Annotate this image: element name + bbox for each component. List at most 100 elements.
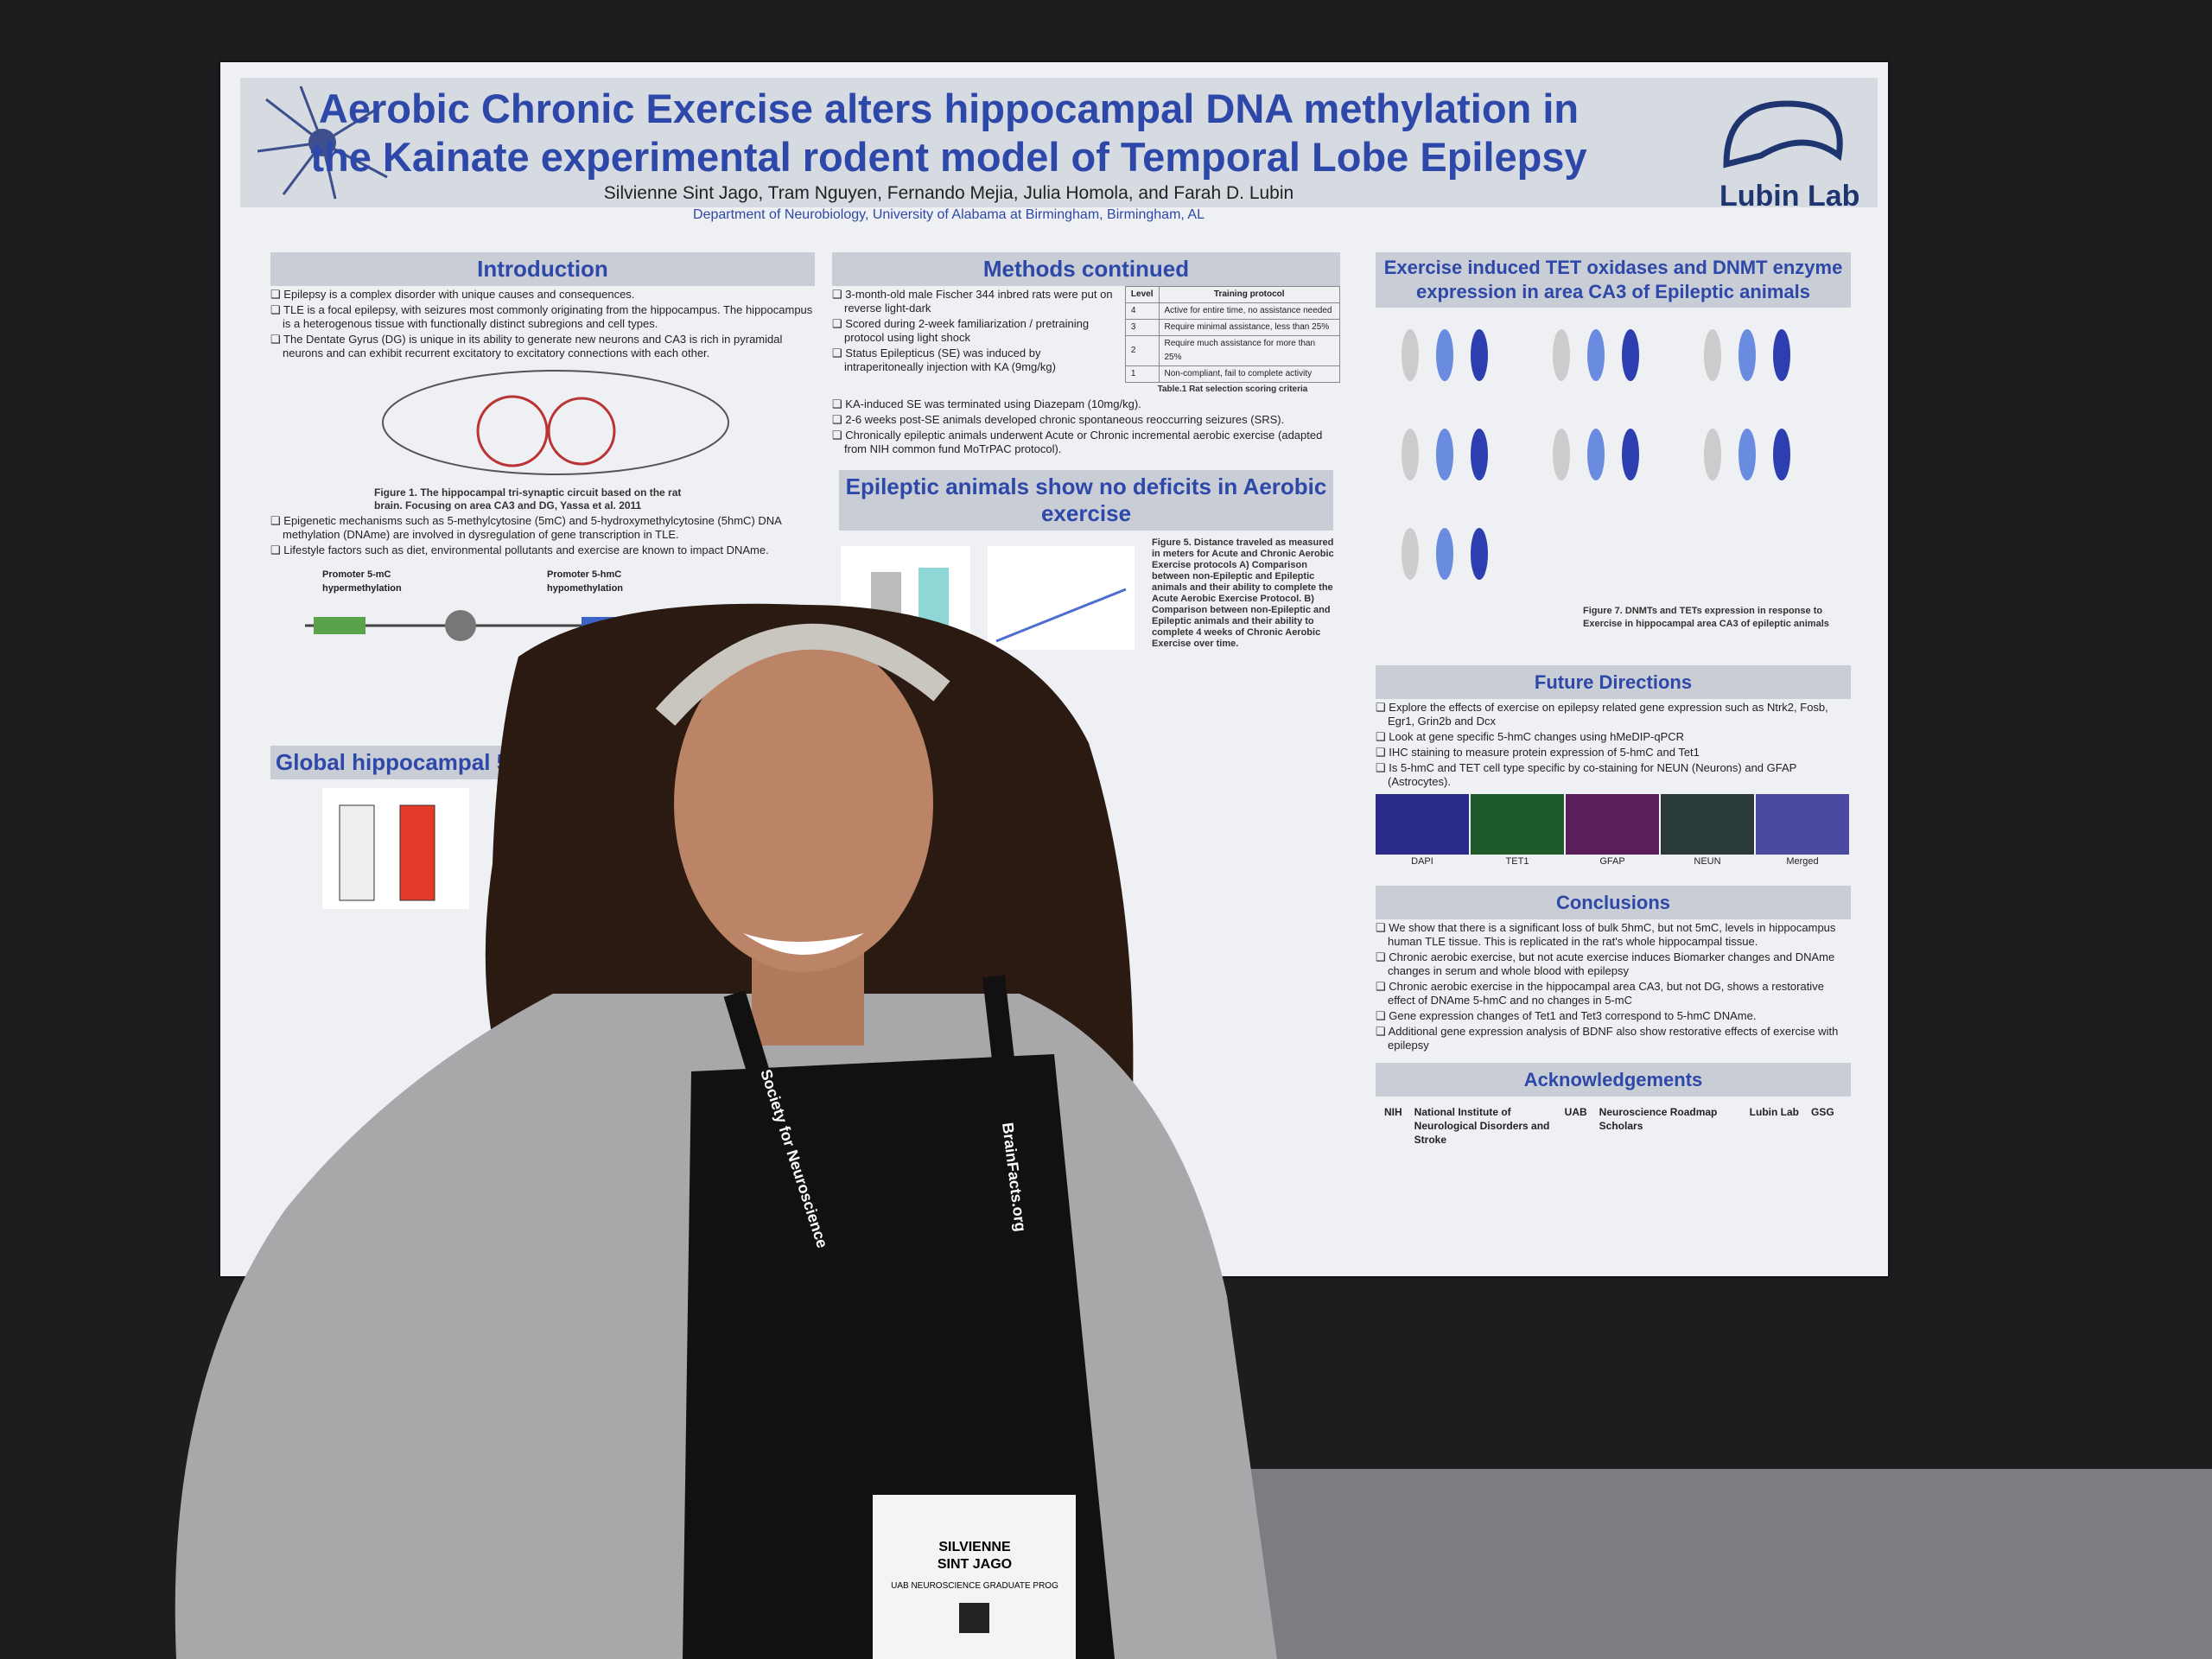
badge-program: UAB NEUROSCIENCE GRADUATE PROG [891, 1581, 1058, 1591]
table-row: 3 Require minimal assistance, less than 2… [1124, 319, 1340, 336]
bullet-list: Epilepsy is a complex disorder with uniq… [270, 288, 815, 360]
ihc-label: NEUN [1694, 856, 1721, 867]
violin [1704, 329, 1721, 381]
logo-text: National Institute of Neurological Disor… [1414, 1106, 1550, 1146]
section-heading: Conclusions [1376, 886, 1851, 919]
bullet: Chronically epileptic animals underwent … [832, 429, 1340, 456]
bullet: Scored during 2-week familiarization / p… [832, 317, 1116, 345]
diagram-label: Promoter 5-mC hypermethylation [322, 569, 402, 594]
ihc-images: DAPI TET1 GFAP NEUN Merged [1376, 794, 1851, 868]
authors: Silvienne Sint Jago, Tram Nguyen, Fernan… [603, 183, 1294, 203]
bullet: Is 5-hmC and TET cell type specific by c… [1376, 761, 1851, 789]
bullet: Epilepsy is a complex disorder with uniq… [270, 288, 815, 302]
violin [1471, 429, 1488, 480]
table-cell: 2 [1124, 335, 1160, 366]
table-row: 4 Active for entire time, no assistance n… [1124, 302, 1340, 320]
bullet: 2-6 weeks post-SE animals developed chro… [832, 413, 1340, 427]
logo-text: Lubin Lab [1719, 180, 1860, 213]
violin [1738, 329, 1756, 381]
figure-caption: Figure 5. Distance traveled as measured … [1152, 537, 1334, 649]
floor [1227, 1469, 2212, 1659]
ihc-label: TET1 [1505, 856, 1529, 867]
logo-text: Lubin Lab [1749, 1106, 1799, 1118]
ihc-image [1661, 794, 1754, 855]
bullet: The Dentate Gyrus (DG) is unique in its … [270, 333, 815, 360]
section-heading: Acknowledgements [1376, 1063, 1851, 1096]
violin [1773, 429, 1790, 480]
section-heading: Epileptic animals show no deficits in Ae… [839, 470, 1333, 531]
table-cell: Non-compliant, fail to complete activity [1158, 365, 1340, 383]
table-cell: 1 [1124, 365, 1160, 383]
smile [743, 933, 864, 955]
logo-text: Neuroscience Roadmap Scholars [1599, 1106, 1718, 1132]
violin [1587, 329, 1605, 381]
ihc-image [1566, 794, 1659, 855]
figure-caption: Figure 7. DNMTs and TETs expression in r… [1583, 606, 1829, 629]
violin [1402, 329, 1419, 381]
bullet: We show that there is a significant loss… [1376, 921, 1851, 949]
table-cell: Require much assistance for more than 25… [1158, 335, 1340, 366]
violin [1402, 429, 1419, 480]
bullet: TLE is a focal epilepsy, with seizures m… [270, 303, 815, 331]
bullet: 3-month-old male Fischer 344 inbred rats… [832, 288, 1116, 315]
badge [873, 1495, 1076, 1659]
logo-text: NIH [1384, 1106, 1402, 1118]
ihc-panel: NEUN [1661, 794, 1754, 868]
bullet-list: We show that there is a significant loss… [1376, 921, 1851, 1052]
title-line: Aerobic Chronic Exercise alters hippocam… [318, 86, 1580, 131]
bullet: Chronic aerobic exercise, but not acute … [1376, 950, 1851, 978]
figure-caption: Figure 1. The hippocampal tri-synaptic c… [374, 486, 682, 512]
hippocampus-diagram [382, 370, 729, 475]
bullet-list: KA-induced SE was terminated using Diaze… [832, 397, 1340, 456]
violin [1622, 429, 1639, 480]
bullet: Lifestyle factors such as diet, environm… [270, 543, 815, 557]
table-caption: Table.1 Rat selection scoring criteria [1157, 385, 1308, 394]
ihc-image [1471, 794, 1564, 855]
methods: Methods continued 3-month-old male Fisch… [832, 252, 1340, 658]
bullet-list: Explore the effects of exercise on epile… [1376, 701, 1851, 789]
logos: NIH National Institute of Neurological Di… [1376, 1096, 1851, 1155]
results: Exercise induced TET oxidases and DNMT e… [1376, 252, 1851, 1155]
bullet: Chronic aerobic exercise in the hippocam… [1376, 980, 1851, 1007]
violin [1471, 528, 1488, 580]
violin [1553, 429, 1570, 480]
ihc-panel: GFAP [1566, 794, 1659, 868]
logo-text: GSG [1811, 1106, 1834, 1118]
violin [1704, 429, 1721, 480]
qr-code [959, 1603, 989, 1633]
title-line: the Kainate experimental rodent model of… [310, 134, 1587, 180]
title-banner: Aerobic Chronic Exercise alters hippocam… [240, 78, 1878, 222]
bullet: Gene expression changes of Tet1 and Tet3… [1376, 1009, 1851, 1023]
table-row: 2 Require much assistance for more than 2… [1124, 335, 1340, 366]
bullet: Look at gene specific 5-hmC changes usin… [1376, 730, 1851, 744]
ihc-label: Merged [1786, 856, 1819, 867]
section-heading: Introduction [270, 252, 815, 286]
diagram-label: Promoter 5-hmC hypomethylation [547, 569, 624, 594]
ihc-label: GFAP [1599, 856, 1625, 867]
badge-name: SINT JAGO [938, 1557, 1012, 1572]
bullet: KA-induced SE was terminated using Diaze… [832, 397, 1340, 411]
headband [655, 623, 950, 726]
neuron-icon [257, 86, 388, 200]
face [674, 635, 933, 972]
section-heading: Future Directions [1376, 665, 1851, 699]
bullet: IHC staining to measure protein expressi… [1376, 746, 1851, 760]
badge-name: SILVIENNE [938, 1540, 1011, 1554]
violin-plots [1402, 329, 1790, 580]
ihc-label: DAPI [1411, 856, 1433, 867]
section-heading: Methods continued [832, 252, 1340, 286]
bullet-list: 3-month-old male Fischer 344 inbred rats… [832, 286, 1116, 396]
bullet: Epigenetic mechanisms such as 5-methylcy… [270, 514, 815, 542]
ihc-image [1756, 794, 1849, 855]
violin [1471, 329, 1488, 381]
bullet-list: Epigenetic mechanisms such as 5-methylcy… [270, 514, 815, 557]
poster-title: Aerobic Chronic Exercise alters hippocam… [240, 85, 1657, 181]
logo-icon [1723, 100, 1843, 168]
violin [1436, 528, 1453, 580]
lanyard [723, 975, 1065, 1507]
section-heading: Exercise induced TET oxidases and DNMT e… [1376, 252, 1851, 308]
logo-text: UAB [1564, 1106, 1587, 1118]
violin [1622, 329, 1639, 381]
